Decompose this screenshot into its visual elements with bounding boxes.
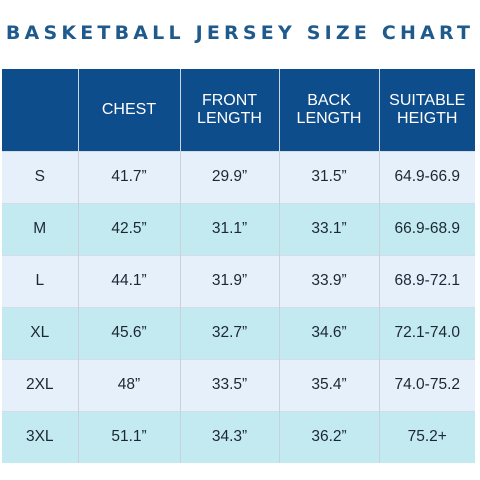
back-length-cell: 34.6” <box>279 306 380 359</box>
chest-cell: 45.6” <box>78 306 181 359</box>
front-length-cell: 31.9” <box>180 254 280 307</box>
height-cell: 68.9-72.1 <box>379 254 475 307</box>
height-cell: 72.1-74.0 <box>379 306 475 359</box>
header-front-length: FRONT LENGTH <box>180 69 280 151</box>
height-cell: 66.9-68.9 <box>379 202 475 255</box>
size-chart-table: CHEST FRONT LENGTH BACK LENGTH SUITABLE … <box>2 69 475 463</box>
back-length-cell: 33.1” <box>279 202 380 255</box>
chest-cell: 42.5” <box>78 202 181 255</box>
table-row: 3XL 51.1” 34.3” 36.2” 75.2+ <box>2 410 475 463</box>
size-cell: S <box>2 150 79 203</box>
size-cell: M <box>2 202 79 255</box>
height-cell: 64.9-66.9 <box>379 150 475 203</box>
chest-cell: 48” <box>78 358 181 411</box>
height-cell: 74.0-75.2 <box>379 358 475 411</box>
back-length-cell: 35.4” <box>279 358 380 411</box>
header-size <box>2 69 79 151</box>
table-row: L 44.1” 31.9” 33.9” 68.9-72.1 <box>2 254 475 307</box>
table-row: S 41.7” 29.9” 31.5” 64.9-66.9 <box>2 150 475 203</box>
height-cell: 75.2+ <box>379 410 475 463</box>
table-row: 2XL 48” 33.5” 35.4” 74.0-75.2 <box>2 358 475 411</box>
size-cell: 2XL <box>2 358 79 411</box>
table-row: XL 45.6” 32.7” 34.6” 72.1-74.0 <box>2 306 475 359</box>
front-length-cell: 29.9” <box>180 150 280 203</box>
header-row: CHEST FRONT LENGTH BACK LENGTH SUITABLE … <box>2 69 475 151</box>
front-length-cell: 31.1” <box>180 202 280 255</box>
back-length-cell: 33.9” <box>279 254 380 307</box>
size-cell: 3XL <box>2 410 79 463</box>
front-length-cell: 32.7” <box>180 306 280 359</box>
page-title: BASKETBALL JERSEY SIZE CHART <box>5 22 475 44</box>
size-cell: L <box>2 254 79 307</box>
front-length-cell: 33.5” <box>180 358 280 411</box>
chest-cell: 41.7” <box>78 150 181 203</box>
chest-cell: 44.1” <box>78 254 181 307</box>
size-cell: XL <box>2 306 79 359</box>
chest-cell: 51.1” <box>78 410 181 463</box>
back-length-cell: 31.5” <box>279 150 380 203</box>
header-back-length: BACK LENGTH <box>279 69 380 151</box>
front-length-cell: 34.3” <box>180 410 280 463</box>
table-row: M 42.5” 31.1” 33.1” 66.9-68.9 <box>2 202 475 255</box>
back-length-cell: 36.2” <box>279 410 380 463</box>
header-chest: CHEST <box>78 69 181 151</box>
header-suitable-height: SUITABLE HEIGTH <box>379 69 475 151</box>
